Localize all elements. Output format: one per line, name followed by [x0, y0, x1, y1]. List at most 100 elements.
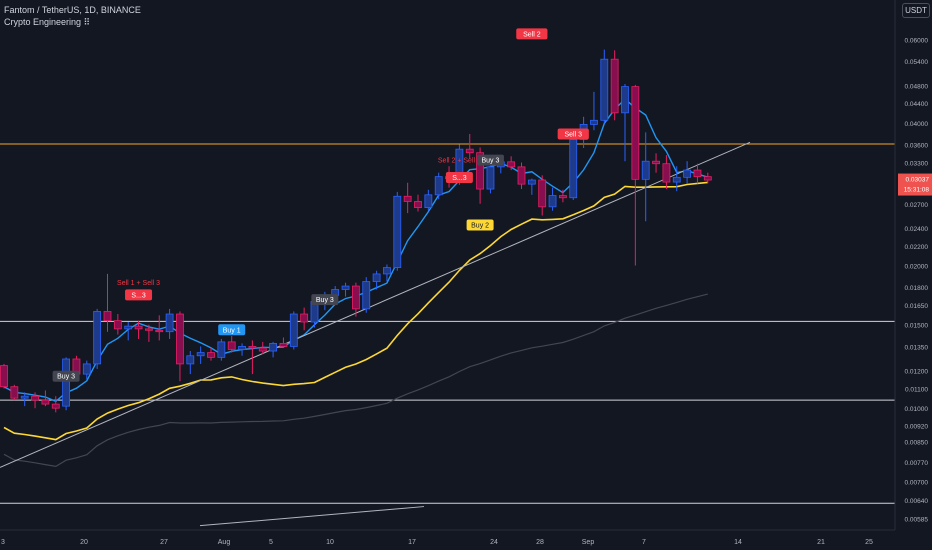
candle-body	[672, 176, 681, 183]
time-tick-label: 17	[408, 539, 416, 546]
candle-body	[610, 58, 619, 114]
candle-body	[269, 342, 278, 352]
candle-body	[238, 346, 246, 350]
time-tick-label: 3	[1, 539, 5, 546]
price-tick-label: 0.00640	[905, 498, 929, 505]
candle-body	[144, 328, 153, 331]
candle-body	[103, 311, 112, 322]
trendline-main	[0, 141, 751, 468]
candle-body	[155, 329, 164, 333]
ma-long-line	[3, 293, 708, 468]
time-axis-bg	[0, 530, 895, 550]
currency-button[interactable]: USDT	[902, 3, 930, 18]
candle-body	[134, 325, 143, 330]
candle-body	[569, 139, 578, 199]
candle-body	[227, 341, 236, 350]
candle-body	[465, 148, 474, 154]
time-tick-label: 25	[865, 539, 873, 546]
buy-3-b-badge	[311, 294, 339, 306]
price-tick-label: 0.01500	[905, 323, 929, 330]
price-tick-label: 0.06000	[905, 37, 929, 44]
buy-3-c-label: Buy 3	[476, 154, 504, 166]
candle-body	[414, 201, 422, 209]
sell-1-3-a-label: S...3	[125, 289, 153, 301]
time-tick-label: 27	[160, 539, 168, 546]
candle-body	[248, 346, 257, 349]
sell-2-sell-3-text: Sell 2 + Sell 3	[438, 157, 481, 164]
price-tick-label: 0.01100	[905, 387, 928, 394]
candle-body	[207, 352, 215, 358]
time-tick-label: 5	[269, 539, 273, 546]
buy-2-text: Buy 2	[471, 222, 489, 229]
candle-body	[196, 352, 205, 357]
price-tick-label: 0.01350	[905, 344, 929, 351]
candle-body	[20, 395, 29, 399]
candle-body	[476, 152, 485, 190]
candle-body	[652, 160, 660, 165]
candle-body	[31, 395, 39, 401]
candle-body	[621, 86, 629, 114]
buy-1-text: Buy 1	[223, 327, 241, 334]
sell-3-b-badge	[557, 128, 589, 140]
chart-legend: Fantom / TetherUS, 1D, BINANCE Crypto En…	[4, 4, 141, 28]
last-price-label: 0.03037	[906, 177, 930, 184]
indicator-title: Crypto Engineering ⠿	[4, 17, 91, 27]
sell-1-3-a-text: S...3	[131, 292, 146, 299]
buy-3-c-badge	[476, 154, 504, 166]
ma-slow-line	[3, 181, 708, 441]
candle-body	[517, 166, 526, 185]
price-tick-label: 0.01000	[905, 406, 929, 413]
sell-3-b-label: Sell 3	[557, 128, 589, 140]
candle-body	[393, 195, 402, 268]
price-tick-label: 0.00585	[905, 517, 929, 524]
candle-body	[507, 161, 516, 168]
candle-body	[351, 285, 360, 310]
candle-body	[113, 320, 122, 330]
last-price-badge	[898, 173, 932, 196]
candle-body	[548, 195, 557, 208]
candle-body	[383, 267, 391, 275]
sell-1-3-a-badge	[125, 289, 153, 301]
time-tick-label: 20	[80, 539, 88, 546]
sell-2-badge	[516, 28, 548, 40]
candle-body	[486, 166, 495, 190]
candle-body	[93, 311, 102, 365]
price-tick-label: 0.05400	[905, 59, 929, 66]
price-tick-label: 0.03300	[905, 160, 929, 167]
sell-3-b-text: Sell 3	[564, 132, 582, 139]
buy-3-b-text: Buy 3	[316, 297, 334, 304]
candle-body	[403, 195, 412, 202]
candle-body	[424, 194, 433, 209]
candle-body	[641, 160, 650, 180]
candle-body	[62, 358, 70, 407]
sell-2-3-label: S...3	[445, 171, 473, 183]
candle-body	[124, 325, 133, 330]
sell-1-sell-3-text: Sell 1 + Sell 3	[117, 280, 160, 287]
candle-body	[300, 313, 309, 323]
candle-body	[289, 313, 298, 347]
trendline-lower	[199, 506, 425, 527]
candle-body	[186, 355, 195, 365]
sell-2-3-badge	[445, 171, 473, 183]
candle-body	[0, 365, 8, 388]
candle-body	[165, 313, 174, 333]
candle-body	[631, 86, 640, 180]
time-tick-label: Sep	[582, 539, 595, 546]
price-tick-label: 0.00850	[905, 440, 929, 447]
price-axis: 0.06000 0.05400 0.04800 0.04400 0.04000 0.036…	[894, 0, 932, 550]
time-tick-label: 21	[817, 539, 825, 546]
time-tick-label: 28	[536, 539, 544, 546]
candle-body	[217, 341, 226, 358]
price-tick-label: 0.00700	[905, 480, 929, 487]
candle-body	[258, 347, 267, 352]
plot-background	[0, 0, 895, 530]
buy-3-a-text: Buy 3	[57, 374, 75, 381]
candle-body	[10, 386, 19, 399]
time-tick-label: 10	[326, 539, 334, 546]
price-tick-label: 0.02200	[905, 244, 929, 251]
price-tick-label: 0.02400	[905, 226, 929, 233]
candle-body	[279, 342, 288, 347]
sell-2-text: Sell 2	[523, 31, 541, 38]
buy-1-label: Buy 1	[218, 324, 246, 336]
